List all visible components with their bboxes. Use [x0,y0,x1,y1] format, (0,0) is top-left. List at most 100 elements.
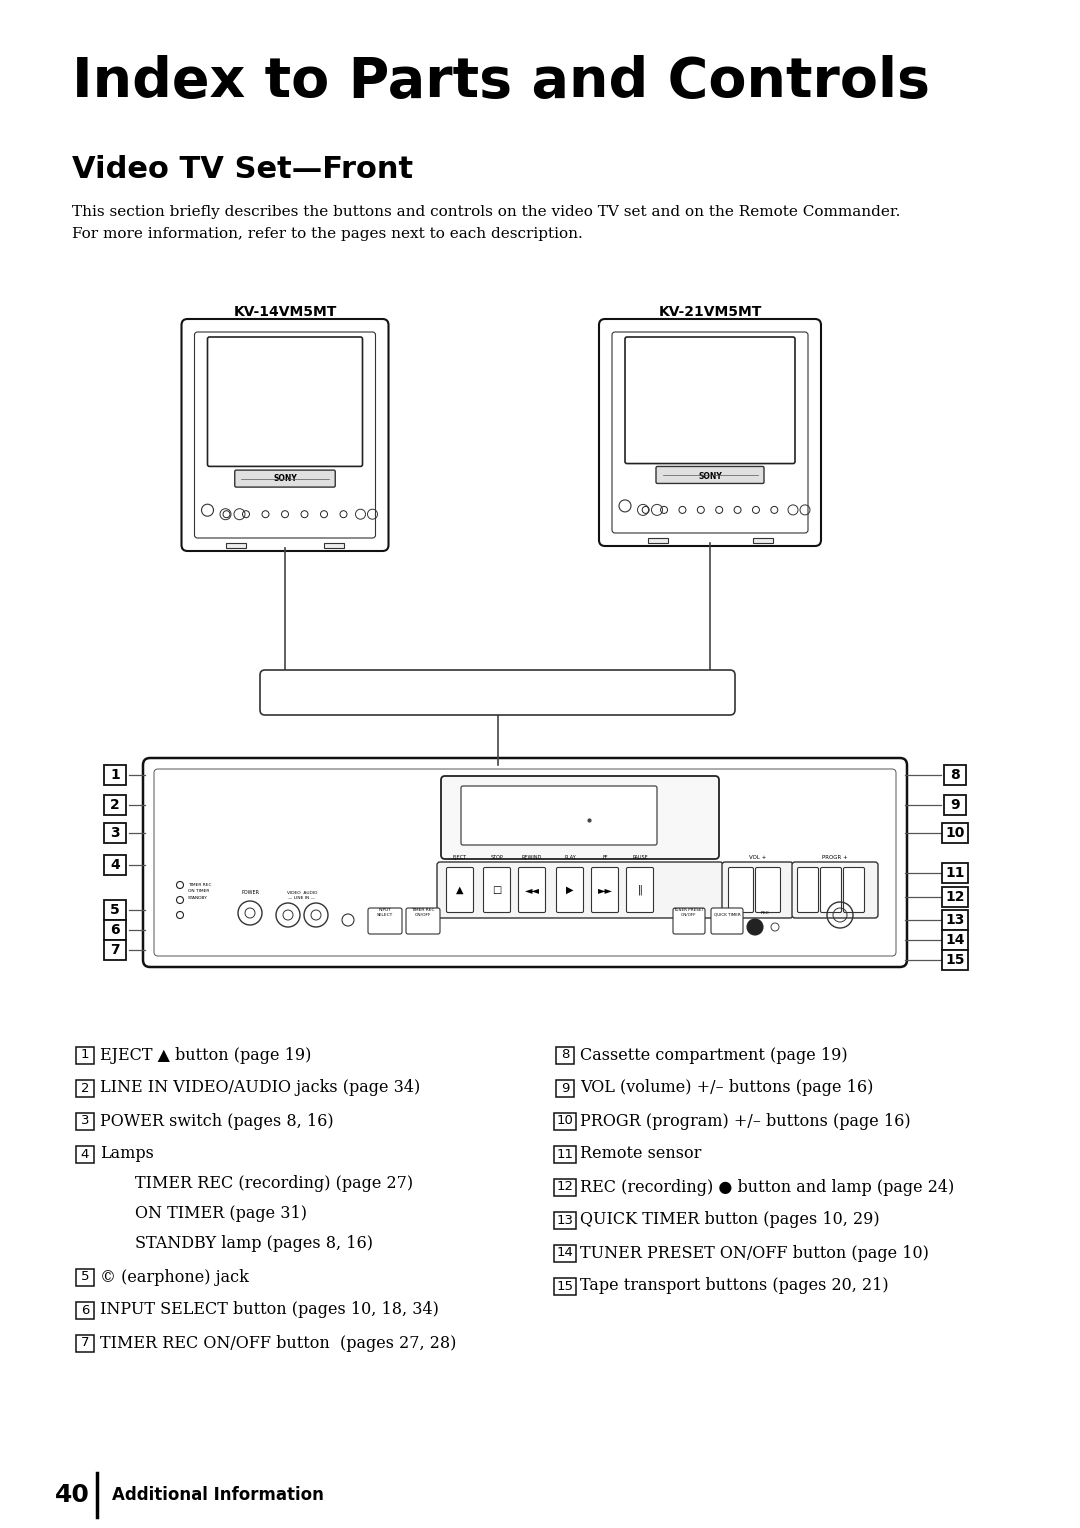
Bar [76,1079,94,1097]
Text: VOL (volume) +/– buttons (page 16): VOL (volume) +/– buttons (page 16) [580,1079,874,1097]
Text: EJECT: EJECT [453,856,467,860]
Bar [554,1212,576,1229]
Text: For more information, refer to the pages next to each description.: For more information, refer to the pages… [72,228,583,241]
FancyBboxPatch shape [592,868,619,912]
Bar [76,1334,94,1351]
Text: EJECT ▲ button (page 19): EJECT ▲ button (page 19) [100,1047,311,1063]
FancyBboxPatch shape [143,758,907,967]
Text: 10: 10 [556,1114,573,1128]
Bar [104,824,126,843]
Text: 9: 9 [950,798,960,811]
Bar [76,1146,94,1163]
FancyBboxPatch shape [484,868,511,912]
Text: PROGR +: PROGR + [822,856,848,860]
FancyBboxPatch shape [625,338,795,463]
Bar [104,856,126,876]
FancyBboxPatch shape [626,868,653,912]
Bar [104,795,126,814]
Text: 5: 5 [81,1270,90,1284]
Text: ◄◄: ◄◄ [525,885,540,895]
FancyBboxPatch shape [461,785,657,845]
Text: VOL +: VOL + [748,856,766,860]
Text: ON TIMER (page 31): ON TIMER (page 31) [135,1206,307,1222]
Text: 2: 2 [110,798,120,811]
Text: ‖: ‖ [637,885,643,895]
Text: LINE IN VIDEO/AUDIO jacks (page 34): LINE IN VIDEO/AUDIO jacks (page 34) [100,1079,420,1097]
Text: SONY: SONY [273,474,297,483]
Bar [942,911,968,931]
Bar [76,1112,94,1129]
FancyBboxPatch shape [441,776,719,859]
FancyBboxPatch shape [711,908,743,934]
Text: 9: 9 [561,1082,569,1094]
FancyBboxPatch shape [656,466,764,483]
Text: PAUSE: PAUSE [632,856,648,860]
Text: STANDBY lamp (pages 8, 16): STANDBY lamp (pages 8, 16) [135,1236,373,1253]
Bar [554,1277,576,1294]
FancyBboxPatch shape [756,868,781,912]
Text: TIMER REC
ON/OFF: TIMER REC ON/OFF [411,909,435,917]
Bar [944,795,966,814]
Bar [104,940,126,960]
Bar [324,542,343,549]
Text: 15: 15 [556,1279,573,1293]
Bar [104,920,126,940]
Text: 13: 13 [945,914,964,927]
Bar [554,1244,576,1262]
FancyBboxPatch shape [673,908,705,934]
Text: 6: 6 [110,923,120,937]
Text: 3: 3 [81,1114,90,1128]
FancyBboxPatch shape [843,868,864,912]
Text: Additional Information: Additional Information [112,1487,324,1504]
Text: — LINE IN —: — LINE IN — [288,895,315,900]
FancyBboxPatch shape [821,868,841,912]
Bar [944,766,966,785]
Text: Remote sensor: Remote sensor [580,1146,701,1163]
FancyBboxPatch shape [207,338,363,466]
Text: 10: 10 [945,827,964,840]
Text: 13: 13 [556,1213,573,1227]
Bar [554,1146,576,1163]
Text: KV-14VM5MT: KV-14VM5MT [233,306,337,319]
Text: FF: FF [603,856,608,860]
Bar [648,538,667,542]
Text: 8: 8 [950,769,960,782]
Text: TIMER REC ON/OFF button  (pages 27, 28): TIMER REC ON/OFF button (pages 27, 28) [100,1334,457,1351]
Bar [554,1178,576,1195]
Text: 2: 2 [81,1082,90,1094]
Text: 40: 40 [55,1484,90,1507]
Text: 1: 1 [110,769,120,782]
Text: VIDEO  AUDIO: VIDEO AUDIO [287,891,318,895]
Text: POWER: POWER [241,889,259,895]
Bar [942,863,968,883]
Text: 15: 15 [945,953,964,967]
Text: 4: 4 [81,1148,90,1160]
FancyBboxPatch shape [797,868,819,912]
FancyBboxPatch shape [437,862,723,918]
Circle shape [747,918,762,935]
Text: TUNER PRESET ON/OFF button (page 10): TUNER PRESET ON/OFF button (page 10) [580,1244,929,1262]
Bar [942,950,968,970]
Text: 11: 11 [556,1148,573,1160]
Bar [942,824,968,843]
Text: ▲: ▲ [456,885,463,895]
Text: 5: 5 [110,903,120,917]
Text: 14: 14 [945,934,964,947]
Text: Cassette compartment (page 19): Cassette compartment (page 19) [580,1047,848,1063]
Text: 1: 1 [81,1048,90,1062]
Text: 3: 3 [110,827,120,840]
Text: 11: 11 [945,866,964,880]
Text: PROGR (program) +/– buttons (page 16): PROGR (program) +/– buttons (page 16) [580,1112,910,1129]
FancyBboxPatch shape [446,868,473,912]
Text: ►►: ►► [597,885,612,895]
Bar [753,538,772,542]
Text: REC (recording) ● button and lamp (page 24): REC (recording) ● button and lamp (page … [580,1178,955,1195]
Bar [556,1079,573,1097]
Bar [556,1047,573,1063]
FancyBboxPatch shape [181,319,389,552]
Bar [104,900,126,920]
Text: 8: 8 [561,1048,569,1062]
Text: INPUT SELECT button (pages 10, 18, 34): INPUT SELECT button (pages 10, 18, 34) [100,1302,438,1319]
Bar [554,1112,576,1129]
Text: REWIND: REWIND [522,856,542,860]
